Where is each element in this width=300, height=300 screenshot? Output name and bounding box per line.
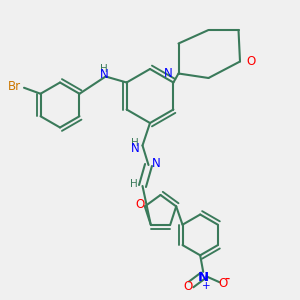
Text: H: H xyxy=(100,64,108,74)
Text: O: O xyxy=(136,198,145,212)
Text: O: O xyxy=(246,55,255,68)
Text: -: - xyxy=(224,271,230,286)
Text: O: O xyxy=(184,280,193,293)
Text: N: N xyxy=(198,271,209,284)
Text: N: N xyxy=(130,142,140,155)
Text: Br: Br xyxy=(8,80,21,93)
Text: H: H xyxy=(130,179,137,190)
Text: O: O xyxy=(218,277,227,290)
Text: N: N xyxy=(100,68,109,82)
Text: H: H xyxy=(131,138,139,148)
Text: N: N xyxy=(152,157,160,170)
Text: N: N xyxy=(164,67,172,80)
Text: +: + xyxy=(202,281,211,291)
